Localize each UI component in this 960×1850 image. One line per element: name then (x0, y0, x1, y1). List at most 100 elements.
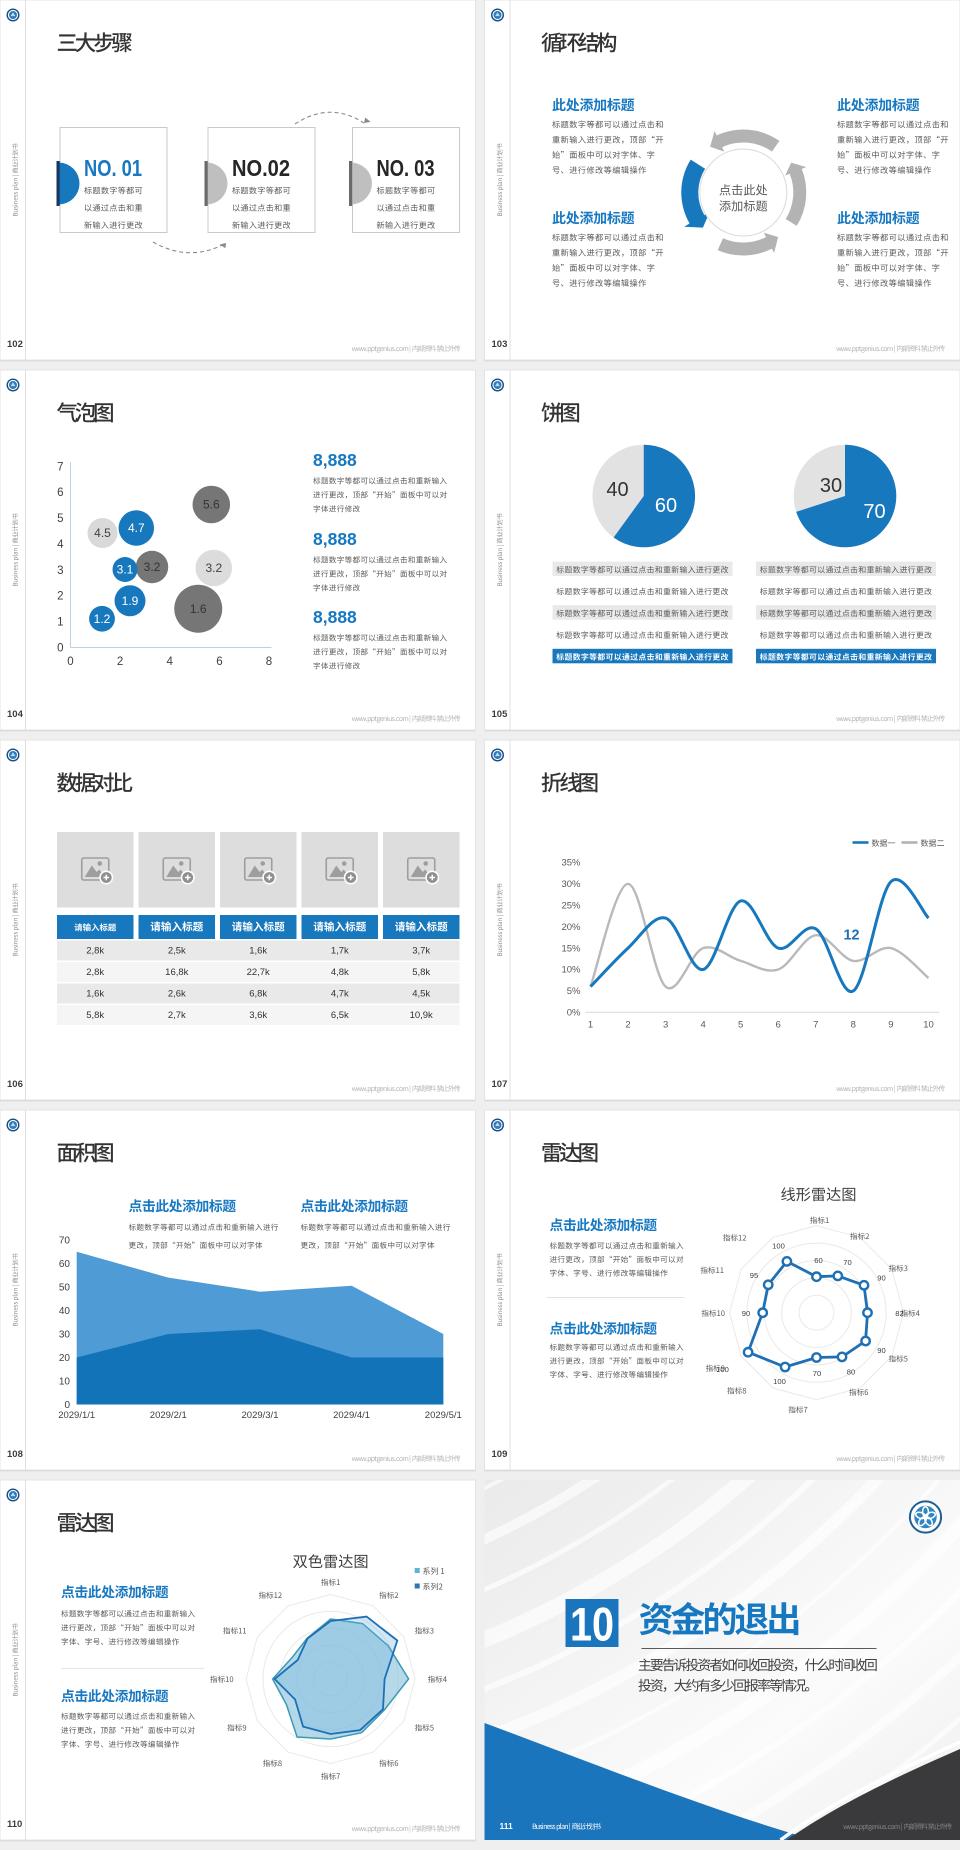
svg-text:107: 107 (492, 1079, 508, 1090)
svg-text:2,8k: 2,8k (86, 967, 104, 978)
svg-text:16,8k: 16,8k (165, 967, 188, 978)
svg-text:2: 2 (625, 1020, 630, 1031)
svg-text:70: 70 (863, 501, 885, 523)
svg-text:90: 90 (877, 1274, 885, 1283)
svg-text:1: 1 (588, 1020, 593, 1031)
svg-text:106: 106 (7, 1079, 23, 1090)
svg-text:3: 3 (57, 565, 63, 577)
svg-text:6,8k: 6,8k (249, 989, 267, 1000)
svg-text:10: 10 (59, 1377, 71, 1388)
svg-text:80: 80 (847, 1368, 855, 1377)
svg-text:2,8k: 2,8k (86, 946, 104, 957)
svg-text:9: 9 (888, 1020, 893, 1031)
svg-text:5,8k: 5,8k (86, 1010, 104, 1021)
svg-text:35%: 35% (561, 858, 581, 869)
svg-text:100: 100 (772, 1242, 785, 1251)
svg-text:3: 3 (663, 1020, 668, 1031)
svg-text:60: 60 (59, 1259, 71, 1270)
svg-text:104: 104 (7, 709, 24, 720)
svg-text:70: 70 (843, 1258, 851, 1267)
svg-text:60: 60 (655, 495, 677, 517)
svg-text:5: 5 (738, 1020, 743, 1031)
svg-text:108: 108 (7, 1449, 23, 1460)
svg-text:10: 10 (570, 1598, 614, 1651)
svg-text:10%: 10% (561, 965, 581, 976)
svg-text:40: 40 (606, 479, 628, 501)
svg-text:4,7k: 4,7k (331, 989, 349, 1000)
svg-text:2,5k: 2,5k (168, 946, 186, 957)
svg-text:90: 90 (877, 1346, 885, 1355)
svg-text:12: 12 (844, 928, 860, 944)
svg-text:25%: 25% (561, 900, 581, 911)
svg-text:8,888: 8,888 (313, 529, 357, 549)
svg-text:3.2: 3.2 (144, 560, 161, 574)
svg-text:0: 0 (67, 656, 73, 668)
svg-text:100: 100 (716, 1365, 729, 1374)
svg-text:60: 60 (814, 1256, 822, 1265)
svg-text:1,6k: 1,6k (86, 989, 104, 1000)
svg-text:5: 5 (57, 513, 63, 525)
svg-text:111: 111 (500, 1821, 514, 1831)
svg-text:1.2: 1.2 (94, 612, 111, 626)
svg-text:6,5k: 6,5k (331, 1010, 349, 1021)
svg-text:1,6k: 1,6k (249, 946, 267, 957)
svg-text:15%: 15% (561, 943, 581, 954)
svg-text:4.5: 4.5 (94, 526, 111, 540)
svg-text:110: 110 (7, 1819, 22, 1830)
svg-text:4,5k: 4,5k (412, 989, 430, 1000)
svg-text:2029/1/1: 2029/1/1 (58, 1410, 95, 1421)
svg-text:40: 40 (59, 1306, 71, 1317)
svg-text:8,888: 8,888 (313, 450, 357, 470)
svg-text:70: 70 (813, 1369, 821, 1378)
svg-text:6: 6 (216, 656, 222, 668)
svg-text:90: 90 (742, 1309, 750, 1318)
svg-text:1.6: 1.6 (190, 602, 207, 616)
svg-text:2,6k: 2,6k (168, 989, 186, 1000)
svg-text:6: 6 (776, 1020, 781, 1031)
svg-text:2029/3/1: 2029/3/1 (242, 1410, 279, 1421)
svg-text:2029/2/1: 2029/2/1 (150, 1410, 187, 1421)
svg-text:109: 109 (492, 1449, 508, 1460)
svg-text:1.9: 1.9 (122, 594, 139, 608)
svg-text:95: 95 (750, 1271, 758, 1280)
svg-text:1: 1 (57, 617, 63, 629)
svg-text:8,888: 8,888 (313, 607, 357, 627)
svg-text:2029/5/1: 2029/5/1 (425, 1410, 462, 1421)
svg-text:30: 30 (820, 475, 842, 497)
svg-text:4: 4 (166, 656, 173, 668)
svg-text:6: 6 (57, 487, 63, 499)
svg-text:NO. 03: NO. 03 (377, 155, 435, 181)
svg-text:100: 100 (773, 1377, 786, 1386)
svg-text:30%: 30% (561, 879, 581, 890)
svg-text:105: 105 (492, 709, 509, 720)
svg-text:3,6k: 3,6k (249, 1010, 267, 1021)
svg-text:8: 8 (266, 656, 272, 668)
svg-text:3.2: 3.2 (205, 561, 222, 575)
svg-text:7: 7 (813, 1020, 818, 1031)
svg-text:10: 10 (923, 1020, 934, 1031)
svg-text:4.7: 4.7 (128, 521, 145, 535)
svg-text:103: 103 (492, 339, 508, 350)
svg-text:3.1: 3.1 (117, 563, 134, 577)
svg-text:20: 20 (59, 1353, 71, 1364)
svg-text:50: 50 (59, 1283, 71, 1294)
svg-text:70: 70 (59, 1236, 71, 1247)
svg-text:NO. 01: NO. 01 (84, 155, 142, 181)
svg-text:102: 102 (7, 339, 23, 350)
svg-text:NO.02: NO.02 (232, 155, 290, 181)
svg-text:0: 0 (64, 1400, 70, 1411)
svg-text:5%: 5% (567, 986, 581, 997)
svg-text:4,8k: 4,8k (331, 967, 349, 978)
svg-text:8: 8 (851, 1020, 856, 1031)
svg-text:0%: 0% (567, 1008, 581, 1019)
svg-text:4: 4 (700, 1020, 705, 1031)
svg-text:1,7k: 1,7k (331, 946, 349, 957)
svg-text:22,7k: 22,7k (247, 967, 270, 978)
svg-text:2: 2 (117, 656, 123, 668)
svg-text:2: 2 (57, 591, 63, 603)
svg-text:5,8k: 5,8k (412, 967, 430, 978)
svg-text:0: 0 (57, 643, 63, 655)
svg-text:2,7k: 2,7k (168, 1010, 186, 1021)
svg-text:4: 4 (57, 539, 64, 551)
svg-text:7: 7 (57, 461, 63, 473)
